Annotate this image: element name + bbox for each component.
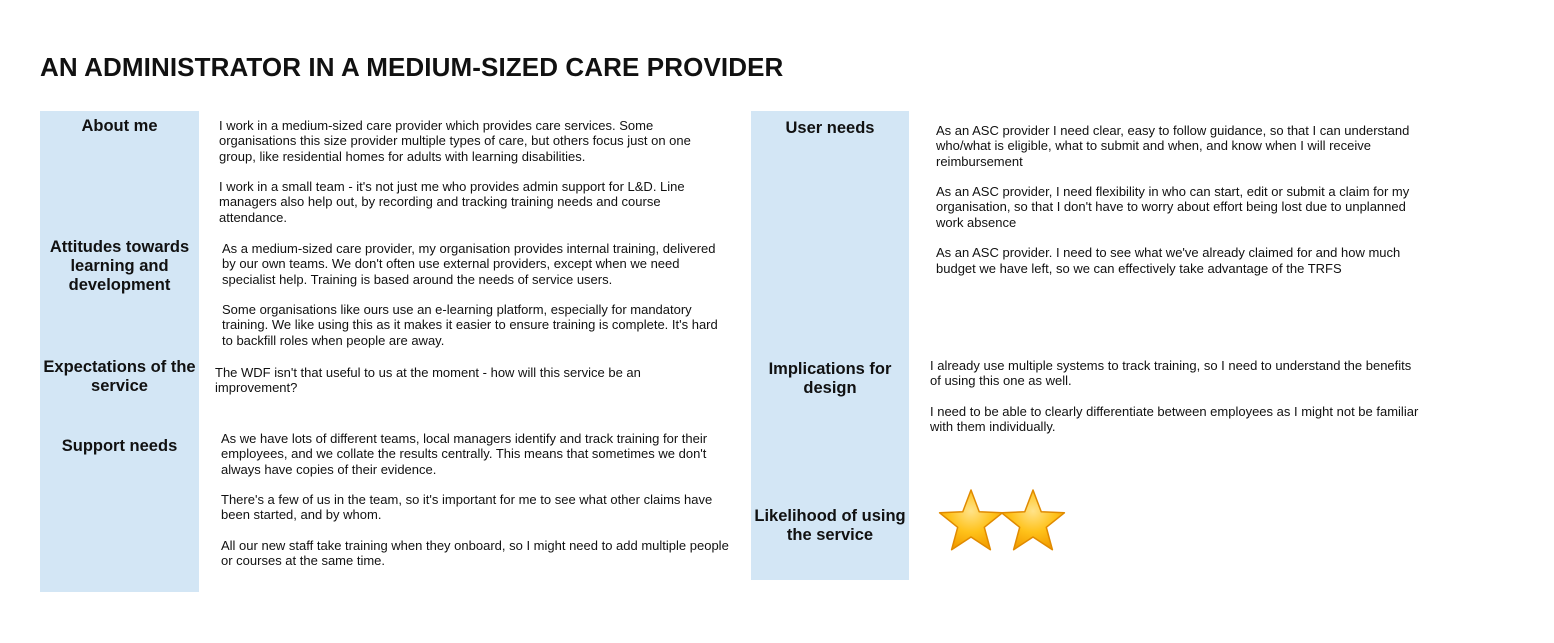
page-title: AN ADMINISTRATOR IN A MEDIUM-SIZED CARE … [40,52,784,82]
star-rating-graphic [938,489,1066,551]
left-label-column [40,111,199,592]
attitudes-paragraph: As a medium-sized care provider, my orga… [222,241,716,287]
right-label-column [751,111,909,580]
support-needs-paragraph: There's a few of us in the team, so it's… [221,492,713,523]
support-needs-paragraph: As we have lots of different teams, loca… [221,431,708,477]
about-me-paragraph: I work in a medium-sized care provider w… [219,118,691,164]
implications-paragraph: I need to be able to clearly differentia… [930,403,1419,435]
attitudes-paragraph: Some organisations like ours use an e-le… [222,302,718,348]
implications-paragraph: I already use multiple systems to track … [930,358,1412,389]
support-needs-paragraph: All our new staff take training when the… [221,538,729,569]
likelihood-label: Likelihood of using the service [754,507,906,544]
user-needs-text: As an ASC provider I need clear, easy to… [936,123,1436,276]
expectations-paragraph: The WDF isn't that useful to us at the m… [215,365,641,396]
implications-label: Implications for design [768,360,892,397]
user-needs-paragraph: As an ASC provider I need clear, easy to… [936,123,1410,169]
attitudes-text: As a medium-sized care provider, my orga… [222,241,730,348]
user-needs-paragraph: As an ASC provider. I need to see what w… [936,245,1401,276]
user-needs-label: User needs [785,119,875,137]
star-icon [1000,489,1066,551]
about-me-label: About me [81,117,158,135]
support-needs-text: As we have lots of different teams, loca… [221,431,731,569]
implications-text: I already use multiple systems to track … [930,358,1420,434]
user-needs-paragraph: As an ASC provider, I need flexibility i… [936,184,1410,230]
star-icon [938,489,1004,551]
about-me-text: I work in a medium-sized care provider w… [219,118,729,225]
expectations-text: The WDF isn't that useful to us at the m… [215,365,715,396]
about-me-paragraph: I work in a small team - it's not just m… [219,179,685,225]
expectations-label: Expectations of the service [43,358,196,395]
support-needs-label: Support needs [61,437,178,455]
likelihood-stars [935,487,1075,557]
attitudes-label: Attitudes towards learning and developme… [49,238,190,294]
